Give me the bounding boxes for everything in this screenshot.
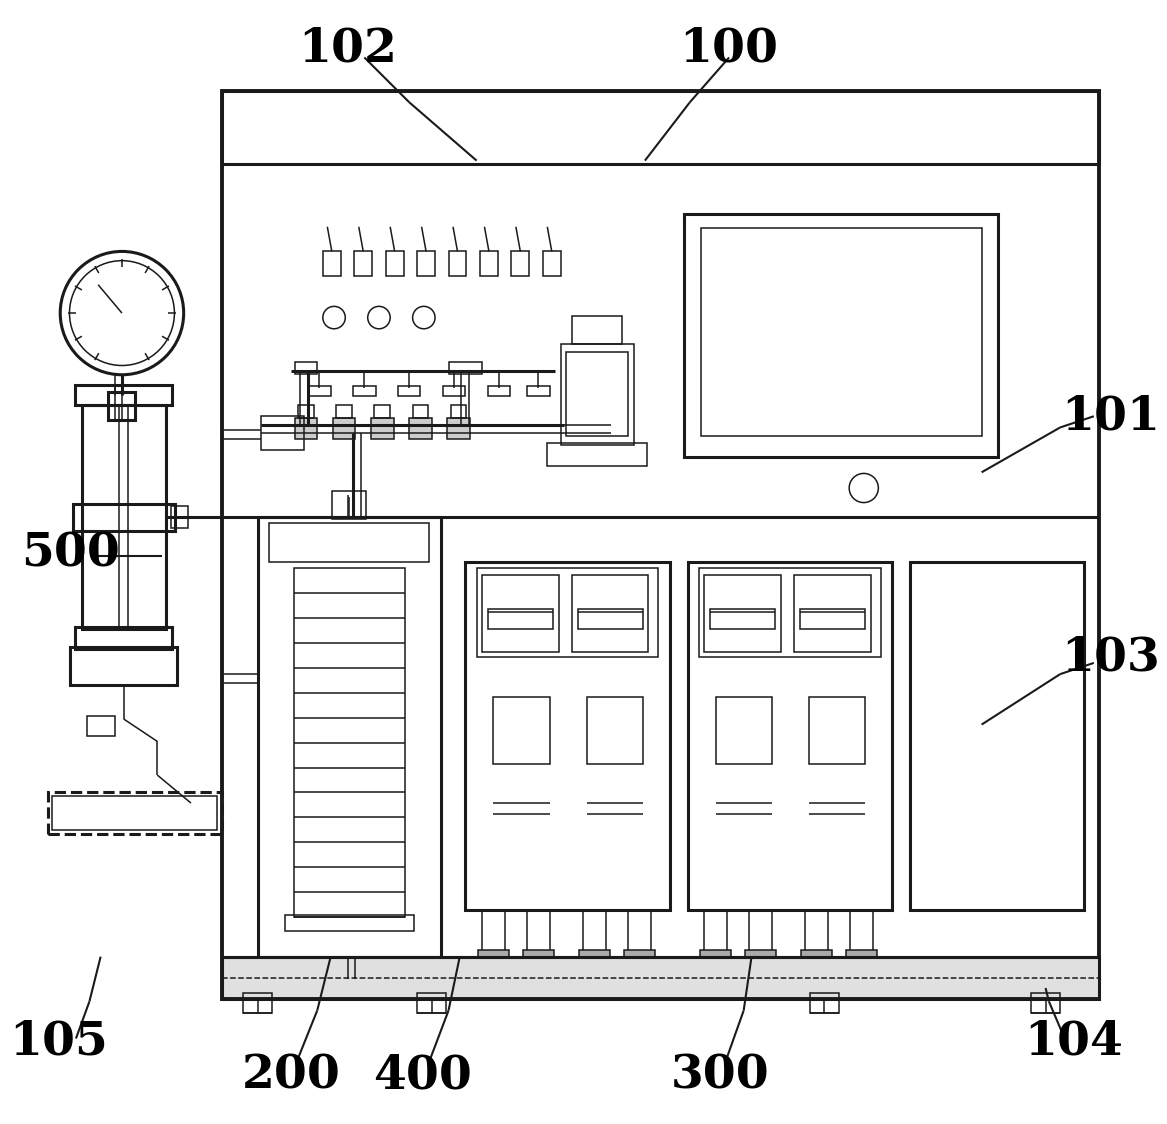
Bar: [851, 909, 873, 954]
Bar: [75, 384, 173, 405]
Bar: [572, 575, 649, 652]
Text: 102: 102: [298, 26, 397, 72]
Bar: [398, 386, 420, 396]
Bar: [749, 909, 771, 954]
Bar: [587, 697, 643, 764]
Bar: [488, 609, 553, 629]
Bar: [623, 950, 655, 963]
Bar: [261, 416, 303, 450]
Bar: [295, 418, 317, 438]
Bar: [745, 950, 776, 963]
Bar: [584, 909, 606, 954]
Text: 103: 103: [1061, 634, 1160, 680]
Bar: [354, 386, 376, 396]
Bar: [385, 252, 404, 277]
Text: 300: 300: [671, 1052, 769, 1098]
Bar: [543, 252, 561, 277]
Bar: [413, 405, 428, 418]
Bar: [684, 215, 999, 456]
Text: 100: 100: [679, 26, 778, 72]
Bar: [801, 950, 832, 963]
Bar: [336, 405, 352, 418]
Bar: [527, 909, 550, 954]
Bar: [523, 950, 554, 963]
Bar: [810, 992, 839, 1013]
Bar: [466, 562, 670, 909]
Bar: [172, 506, 188, 528]
Bar: [294, 568, 405, 917]
Bar: [566, 352, 628, 436]
Bar: [72, 504, 175, 531]
Bar: [482, 909, 504, 954]
Bar: [1030, 992, 1060, 1013]
Text: 200: 200: [242, 1052, 341, 1098]
Bar: [70, 647, 177, 686]
Bar: [53, 796, 217, 830]
Bar: [258, 517, 441, 957]
Bar: [710, 609, 775, 629]
Bar: [527, 386, 550, 396]
Text: 500: 500: [21, 531, 120, 575]
Bar: [82, 405, 166, 629]
Bar: [561, 344, 634, 445]
Bar: [268, 523, 429, 562]
Bar: [699, 568, 881, 658]
Bar: [488, 386, 510, 396]
Bar: [805, 909, 827, 954]
Bar: [799, 609, 865, 629]
Bar: [715, 697, 771, 764]
Bar: [243, 992, 272, 1013]
Text: 104: 104: [1025, 1018, 1123, 1064]
Bar: [846, 950, 878, 963]
Bar: [547, 443, 648, 465]
Bar: [795, 575, 871, 652]
Bar: [477, 950, 509, 963]
Bar: [295, 362, 317, 373]
Bar: [88, 716, 116, 736]
Bar: [809, 697, 865, 764]
Bar: [298, 405, 314, 418]
Bar: [480, 252, 498, 277]
Bar: [448, 362, 482, 373]
Bar: [222, 91, 1099, 999]
Bar: [375, 405, 390, 418]
Bar: [482, 575, 559, 652]
Bar: [308, 386, 330, 396]
Bar: [700, 950, 732, 963]
Bar: [628, 909, 650, 954]
Bar: [448, 252, 467, 277]
Bar: [333, 491, 366, 519]
Bar: [417, 992, 446, 1013]
Bar: [578, 609, 643, 629]
Text: 400: 400: [373, 1052, 473, 1098]
Bar: [323, 252, 341, 277]
Text: 101: 101: [1061, 393, 1160, 439]
Bar: [579, 950, 610, 963]
Bar: [705, 909, 727, 954]
Bar: [48, 791, 222, 834]
Bar: [511, 252, 530, 277]
Bar: [222, 957, 1099, 999]
Bar: [109, 391, 135, 419]
Bar: [572, 317, 622, 344]
Bar: [687, 562, 892, 909]
Bar: [910, 562, 1084, 909]
Bar: [476, 568, 658, 658]
Bar: [417, 252, 435, 277]
Bar: [333, 418, 356, 438]
Bar: [355, 252, 372, 277]
Bar: [447, 418, 470, 438]
Text: 105: 105: [9, 1018, 109, 1064]
Bar: [285, 915, 414, 931]
Bar: [701, 228, 981, 436]
Bar: [443, 386, 466, 396]
Bar: [410, 418, 432, 438]
Bar: [222, 91, 1099, 164]
Bar: [494, 697, 550, 764]
Bar: [371, 418, 393, 438]
Bar: [705, 575, 781, 652]
Bar: [450, 405, 467, 418]
Bar: [75, 627, 173, 650]
